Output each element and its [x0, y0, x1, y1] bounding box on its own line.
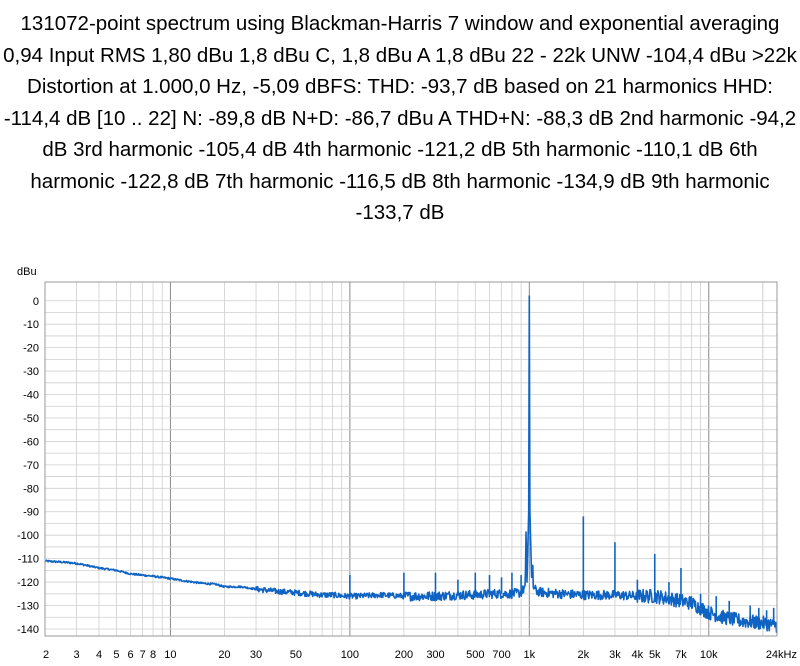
- y-tick-label: -100: [17, 530, 39, 542]
- x-tick-label: 1k: [524, 649, 536, 661]
- y-tick-label: -30: [23, 366, 39, 378]
- x-tick-label: 7: [140, 649, 146, 661]
- y-tick-label: -110: [18, 554, 39, 566]
- x-tick-label: 30: [250, 649, 262, 661]
- y-tick-label: -130: [17, 601, 39, 613]
- x-tick-label: 300: [426, 649, 444, 661]
- x-tick-label: 3: [74, 649, 80, 661]
- x-tick-label: 24kHz: [766, 649, 797, 661]
- y-tick-label: -60: [23, 436, 39, 448]
- spectrum-trace: [44, 295, 778, 633]
- chart-title: 131072-point spectrum using Blackman-Har…: [3, 12, 797, 224]
- x-tick-label: 5: [113, 649, 119, 661]
- y-tick-label: -140: [17, 624, 39, 636]
- y-tick-label: -70: [23, 460, 39, 472]
- y-tick-label: -40: [23, 390, 39, 402]
- x-tick-label: 4k: [632, 649, 644, 661]
- x-tick-label: 500: [466, 649, 484, 661]
- x-tick-label: 20: [218, 649, 230, 661]
- x-tick-label: 10k: [700, 649, 718, 661]
- x-tick-label: 50: [290, 649, 302, 661]
- y-tick-label: -20: [23, 343, 39, 355]
- y-tick-labels: 0 -10 -20 -30 -40 -50 -60 -70 -80 -90 -100 -110 -120…: [17, 296, 39, 636]
- x-tick-label: 2k: [578, 649, 590, 661]
- y-tick-label: -50: [23, 413, 39, 425]
- x-tick-label: 4: [96, 649, 102, 661]
- plot-area: [45, 282, 777, 636]
- x-tick-labels: 2 3 4 5 6 7 8 10 20 30 50 100 200 300 500 700 1k 2k 3k 4k 5k…: [43, 649, 797, 661]
- x-tick-label: 5k: [649, 649, 661, 661]
- x-tick-label: 700: [492, 649, 510, 661]
- x-tick-label: 7k: [675, 649, 687, 661]
- x-tick-label: 6: [128, 649, 134, 661]
- plot-frame: [44, 281, 778, 637]
- y-tick-label: -90: [23, 507, 39, 519]
- x-tick-label: 3k: [609, 649, 621, 661]
- y-tick-label: -80: [23, 483, 39, 495]
- y-tick-label: 0: [33, 296, 39, 308]
- x-tick-label: 8: [150, 649, 156, 661]
- y-tick-label: -10: [23, 319, 39, 331]
- x-tick-label: 2: [43, 649, 49, 661]
- x-tick-label: 10: [164, 649, 176, 661]
- x-tick-label: 100: [341, 649, 359, 661]
- spectrum-chart: dBu 0 -10 -20 -30 -40 -50 -60 -70 -80 -90 -100 -110…: [17, 266, 797, 661]
- spectrum-trace-group: [44, 295, 778, 633]
- y-axis-label: dBu: [17, 266, 37, 278]
- x-tick-label: 200: [395, 649, 413, 661]
- y-tick-label: -120: [17, 577, 39, 589]
